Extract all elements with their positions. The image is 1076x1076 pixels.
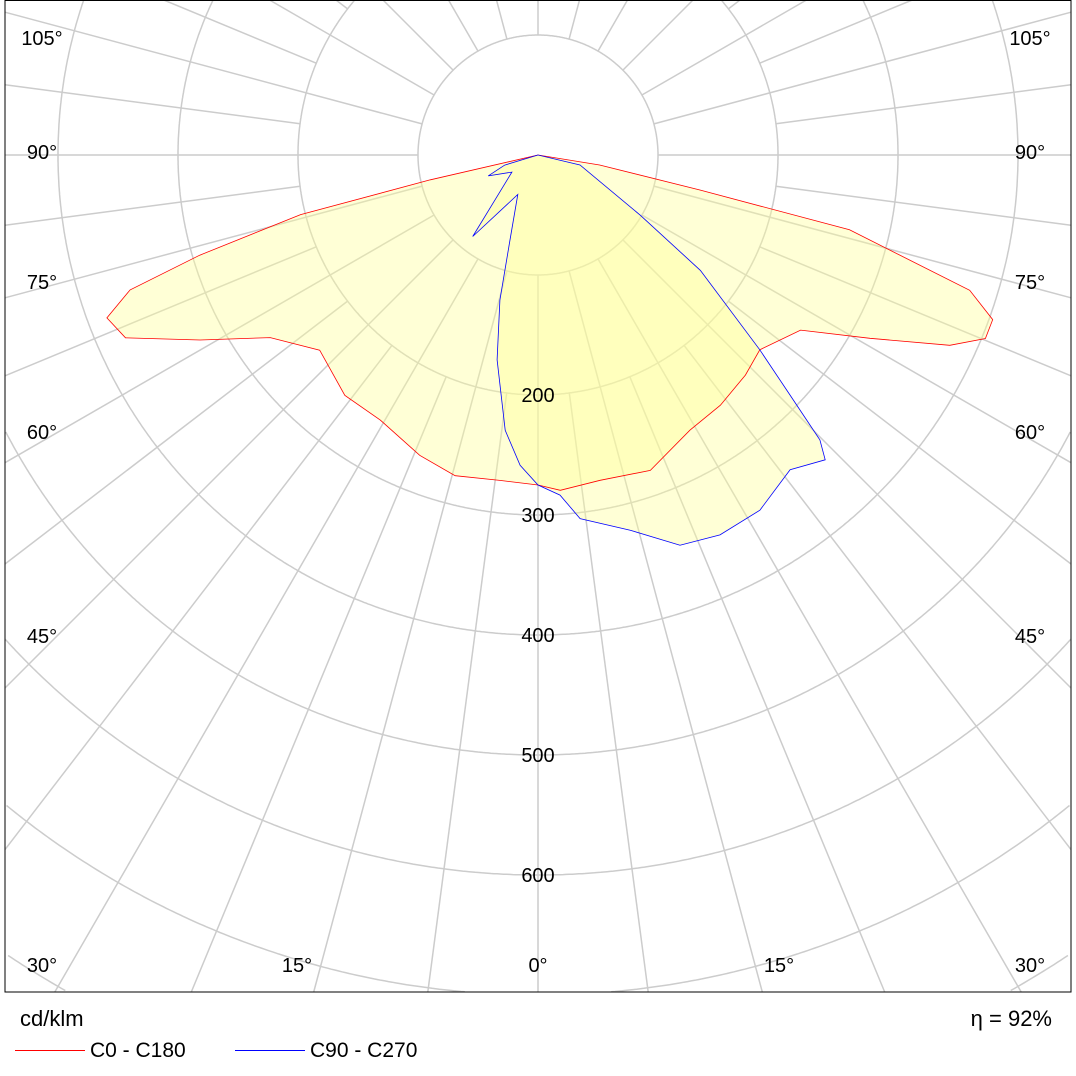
ring-gridline bbox=[57, 0, 1019, 636]
curve-fill-0 bbox=[106, 155, 993, 491]
radial-gridline bbox=[335, 0, 349, 10]
ring-gridline bbox=[297, 0, 779, 396]
angle-label-left: 105° bbox=[21, 28, 62, 50]
radial-gridline bbox=[4, 239, 454, 689]
radial-tick-label: 300 bbox=[521, 505, 554, 527]
radial-gridline bbox=[4, 11, 423, 125]
radial-tick-label: 400 bbox=[521, 625, 554, 647]
unit-label: cd/klm bbox=[20, 1006, 84, 1031]
radial-tick-label: 200 bbox=[521, 385, 554, 407]
radial-gridline bbox=[163, 0, 317, 64]
angle-label-bottom: 30° bbox=[27, 955, 57, 977]
polar-grid bbox=[4, 0, 1072, 993]
angle-label-bottom: 30° bbox=[1015, 955, 1045, 977]
radial-gridline bbox=[4, 344, 393, 851]
radial-gridline bbox=[54, 258, 479, 993]
angle-label-right: 90° bbox=[1015, 142, 1045, 164]
radial-gridline bbox=[641, 214, 1072, 464]
radial-gridline bbox=[382, 0, 454, 71]
legend-label-c90: C90 - C270 bbox=[310, 1039, 418, 1062]
radial-gridline bbox=[597, 0, 629, 52]
curve-fill-1 bbox=[472, 155, 826, 546]
radial-gridline bbox=[447, 0, 479, 52]
angle-label-bottom: 15° bbox=[282, 955, 312, 977]
plot-frame bbox=[4, 0, 1072, 993]
radial-gridline bbox=[4, 214, 435, 464]
radial-gridline bbox=[629, 376, 886, 993]
angle-label-right: 60° bbox=[1015, 422, 1045, 444]
radial-gridline bbox=[190, 376, 447, 993]
radial-gridline bbox=[495, 0, 508, 40]
angle-label-right: 75° bbox=[1015, 272, 1045, 294]
labels: 200 300 400 500 600 105° 105° 90° 90° 75° 75° 60° 60… bbox=[21, 28, 1050, 977]
efficiency-label: η = 92% bbox=[970, 1006, 1052, 1031]
curves bbox=[106, 154, 994, 546]
radial-gridline bbox=[759, 0, 913, 64]
radial-gridline bbox=[568, 270, 764, 993]
legend-swatch-c0 bbox=[15, 1050, 85, 1051]
angle-label-right: 45° bbox=[1015, 626, 1045, 648]
radial-gridline bbox=[427, 392, 508, 993]
ring-gridline bbox=[4, 638, 1072, 876]
radial-gridline bbox=[568, 0, 581, 40]
radial-gridline bbox=[683, 344, 1072, 851]
ring-gridline bbox=[7, 954, 1069, 992]
legend-label-c0: C0 - C180 bbox=[90, 1039, 186, 1062]
radial-gridline bbox=[4, 84, 301, 125]
radial-gridline bbox=[759, 246, 1072, 377]
curve-line-c0-c180 bbox=[106, 154, 994, 491]
angle-label-right: 105° bbox=[1009, 28, 1050, 50]
angle-label-left: 45° bbox=[27, 626, 57, 648]
radial-gridline bbox=[568, 392, 649, 993]
ring-gridline bbox=[177, 0, 899, 516]
angle-label-left: 60° bbox=[27, 422, 57, 444]
angle-label-left: 90° bbox=[27, 142, 57, 164]
curve-line-c90-c270 bbox=[472, 154, 826, 546]
radial-gridline bbox=[727, 0, 741, 10]
radial-tick-label: 500 bbox=[521, 745, 554, 767]
radial-gridline bbox=[641, 0, 807, 96]
ring-gridline bbox=[417, 34, 659, 276]
radial-tick-label: 600 bbox=[521, 865, 554, 887]
angle-label-left: 75° bbox=[27, 272, 57, 294]
radial-gridline bbox=[4, 185, 301, 226]
radial-gridline bbox=[622, 239, 1072, 689]
radial-gridline bbox=[597, 258, 1022, 993]
ring-gridline bbox=[5, 431, 1071, 756]
radial-gridline bbox=[775, 84, 1072, 125]
ring-gridline bbox=[6, 804, 1070, 993]
radial-gridline bbox=[312, 270, 508, 993]
angle-label-bottom: 15° bbox=[764, 955, 794, 977]
radial-gridline bbox=[269, 0, 435, 96]
radial-gridline bbox=[4, 246, 317, 377]
angle-label-bottom: 0° bbox=[528, 955, 547, 977]
legend-swatch-c90 bbox=[235, 1050, 305, 1051]
radial-gridline bbox=[622, 0, 694, 71]
radial-gridline bbox=[775, 185, 1072, 226]
